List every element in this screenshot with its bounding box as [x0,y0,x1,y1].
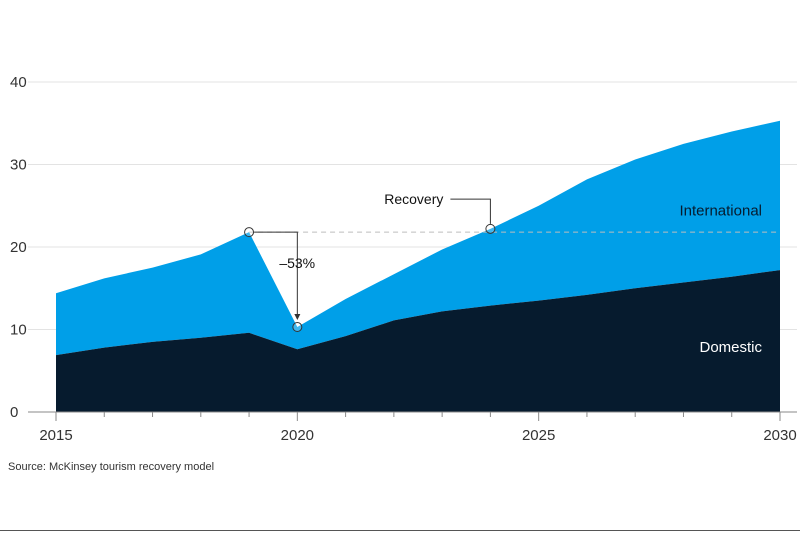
area-international [56,120,780,356]
series-label-international: International [679,203,762,220]
drop-arrowhead [294,314,301,321]
series-label-domestic: Domestic [699,339,762,356]
area-domestic [56,270,780,412]
y-tick-label: 40 [10,74,27,91]
areas [56,120,780,412]
x-tick-label: 2015 [39,427,72,444]
y-tick-label: 10 [10,322,27,339]
source-note: Source: McKinsey tourism recovery model [8,461,215,473]
recovery-connector [450,198,491,224]
series-labels: International Domestic [679,203,762,356]
bottom-divider [0,530,800,531]
drop-connector [254,231,298,317]
recovery-marker [485,223,496,234]
drop-percent-label: –53% [279,255,315,271]
axes [28,411,797,421]
x-tick-label: 2030 [763,427,796,444]
y-tick-label: 0 [10,404,18,421]
drop-start-marker [244,227,255,238]
drop-end-marker [292,322,303,333]
y-tick-label: 30 [10,157,27,174]
x-tick-label: 2020 [281,427,314,444]
x-tick-label: 2025 [522,427,555,444]
recovery-label: Recovery [384,191,443,207]
y-tick-label: 20 [10,239,27,256]
annotations: –53% Recovery [244,191,780,333]
